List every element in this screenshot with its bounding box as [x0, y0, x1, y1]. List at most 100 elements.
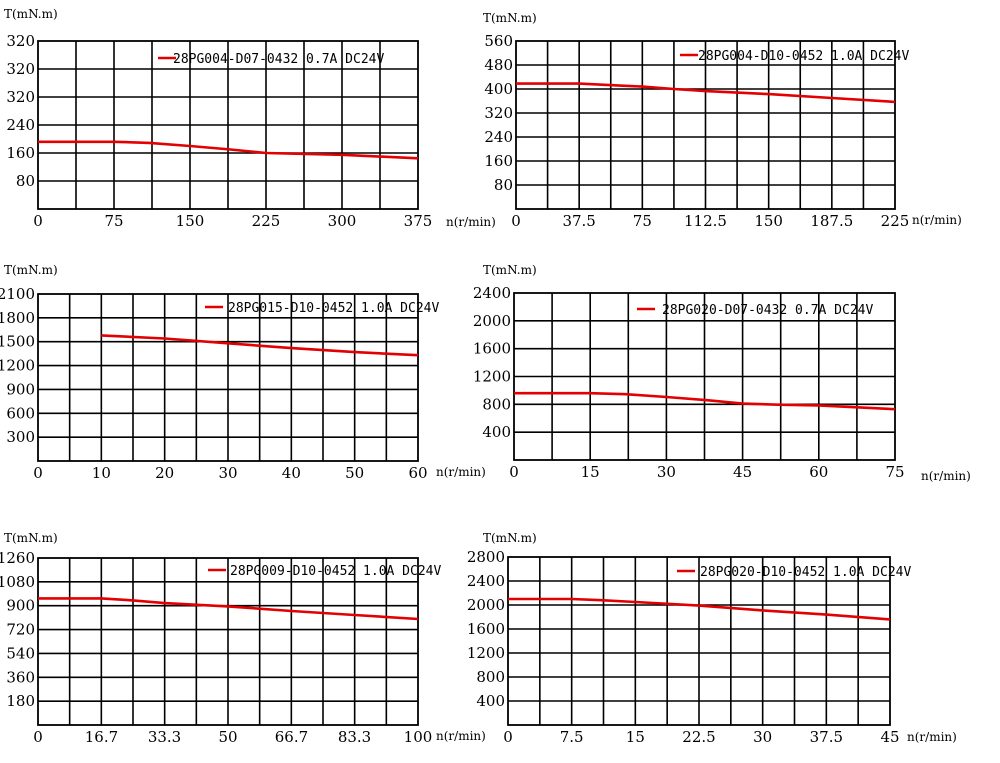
torque-curve — [38, 597, 419, 621]
chart-6: 400 800 1200 1600 2000 2400 2800 0 7.5 15 22.5 30 37… — [467, 531, 957, 746]
x-tick-label: 30 — [657, 463, 676, 481]
y-tick-label: 80 — [494, 176, 513, 194]
legend-label: 28PG004-D07-0432 0.7A DC24V — [173, 52, 384, 67]
plot-frame — [37, 40, 419, 210]
x-tick-label: 75 — [633, 212, 652, 230]
y-tick-label: 800 — [476, 668, 505, 686]
y-tick-label: 1500 — [0, 333, 35, 351]
x-tick-label: 0 — [511, 212, 521, 230]
x-tick-label: 60 — [408, 464, 427, 482]
x-tick-label: 0 — [33, 728, 43, 746]
y-tick-label: 2100 — [0, 285, 35, 303]
y-axis-label: T(mN.m) — [483, 531, 537, 545]
y-tick-label: 180 — [6, 692, 35, 710]
x-tick-label: 83.3 — [338, 728, 371, 746]
x-tick-label: 60 — [809, 463, 828, 481]
torque-curve — [516, 82, 896, 104]
y-axis-label: T(mN.m) — [483, 11, 537, 25]
chart-4: 400 800 1200 1600 2000 2400 0 15 30 45 60 75 T(mN.m)… — [473, 263, 971, 483]
x-tick-label: 375 — [404, 212, 433, 230]
x-tick-label: 20 — [155, 464, 174, 482]
y-axis-label: T(mN.m) — [4, 7, 58, 21]
chart-2: 80 160 240 320 400 480 560 0 37.5 75 112.5 150 187.5… — [483, 11, 962, 230]
y-tick-label: 800 — [482, 395, 511, 413]
torque-curve — [38, 140, 419, 160]
chart-1: 80 160 240 320 320 320 0 75 150 225 300 375 T(mN.m) n… — [4, 7, 496, 230]
x-tick-label: 10 — [92, 464, 111, 482]
x-axis-label: n(r/min) — [907, 730, 957, 744]
y-tick-label: 2800 — [467, 548, 505, 566]
x-tick-label: 33.3 — [148, 728, 181, 746]
x-tick-label: 16.7 — [85, 728, 118, 746]
x-tick-label: 45 — [880, 728, 899, 746]
y-tick-label: 1200 — [0, 357, 35, 375]
x-tick-label: 100 — [404, 728, 433, 746]
y-tick-label: 1200 — [467, 644, 505, 662]
x-axis-label: n(r/min) — [436, 729, 486, 743]
x-tick-label: 225 — [252, 212, 281, 230]
y-tick-label: 560 — [484, 32, 513, 50]
y-tick-label: 900 — [6, 597, 35, 615]
x-tick-label: 45 — [733, 463, 752, 481]
legend-label: 28PG020-D07-0432 0.7A DC24V — [662, 303, 873, 318]
legend-label: 28PG015-D10-0452 1.0A DC24V — [228, 301, 439, 316]
x-tick-label: 37.5 — [562, 212, 595, 230]
x-tick-label: 187.5 — [810, 212, 853, 230]
y-tick-label: 240 — [484, 128, 513, 146]
legend-label: 28PG009-D10-0452 1.0A DC24V — [230, 564, 441, 579]
x-axis-label: n(r/min) — [912, 213, 962, 227]
y-tick-label: 1200 — [473, 368, 511, 386]
x-tick-label: 300 — [328, 212, 357, 230]
x-tick-label: 7.5 — [560, 728, 584, 746]
x-tick-label: 0 — [509, 463, 519, 481]
y-tick-label: 540 — [6, 644, 35, 662]
y-tick-label: 720 — [6, 621, 35, 639]
x-tick-label: 0 — [503, 728, 513, 746]
y-tick-label: 320 — [6, 60, 35, 78]
x-axis-label: n(r/min) — [436, 465, 486, 479]
x-tick-label: 50 — [218, 728, 237, 746]
y-axis-label: T(mN.m) — [4, 263, 58, 277]
y-tick-label: 1600 — [467, 620, 505, 638]
y-tick-label: 240 — [6, 116, 35, 134]
x-tick-label: 15 — [581, 463, 600, 481]
x-tick-label: 22.5 — [682, 728, 715, 746]
y-axis-label: T(mN.m) — [4, 531, 58, 545]
plot-frame — [515, 40, 896, 210]
x-tick-label: 0 — [33, 464, 43, 482]
x-tick-label: 15 — [626, 728, 645, 746]
x-tick-label: 150 — [754, 212, 783, 230]
y-tick-label: 2400 — [473, 284, 511, 302]
y-tick-label: 900 — [6, 380, 35, 398]
y-tick-label: 2400 — [467, 572, 505, 590]
x-axis-label: n(r/min) — [446, 215, 496, 229]
y-tick-label: 480 — [484, 56, 513, 74]
chart-3: 300 600 900 1200 1500 1800 2100 0 10 20 30 40 50 60 T(… — [0, 263, 486, 482]
y-tick-label: 2000 — [473, 312, 511, 330]
y-tick-label: 160 — [6, 144, 35, 162]
x-tick-label: 66.7 — [275, 728, 308, 746]
y-tick-label: 400 — [482, 423, 511, 441]
plot-frame — [507, 556, 891, 726]
y-tick-label: 400 — [476, 692, 505, 710]
y-tick-label: 1800 — [0, 309, 35, 327]
y-tick-label: 320 — [6, 32, 35, 50]
y-tick-label: 600 — [6, 404, 35, 422]
torque-curve — [101, 334, 419, 357]
torque-curve — [514, 391, 896, 411]
y-tick-label: 1260 — [0, 549, 35, 567]
x-tick-label: 75 — [885, 463, 904, 481]
x-tick-label: 37.5 — [810, 728, 843, 746]
x-tick-label: 75 — [104, 212, 123, 230]
x-axis-label: n(r/min) — [921, 469, 971, 483]
y-tick-label: 160 — [484, 152, 513, 170]
x-tick-label: 150 — [176, 212, 205, 230]
y-tick-label: 400 — [484, 80, 513, 98]
y-tick-label: 2000 — [467, 596, 505, 614]
y-tick-label: 1600 — [473, 340, 511, 358]
x-tick-label: 30 — [218, 464, 237, 482]
legend-label: 28PG020-D10-0452 1.0A DC24V — [700, 565, 911, 580]
plot-frame — [513, 292, 896, 461]
plot-frame — [37, 293, 419, 462]
